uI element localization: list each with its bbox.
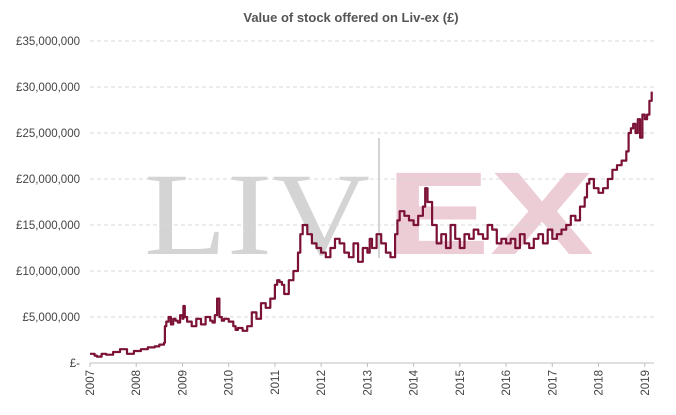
series-line-0 bbox=[90, 91, 653, 358]
watermark-divider bbox=[378, 138, 380, 258]
y-tick-label: £- bbox=[70, 358, 80, 370]
y-tick-label: £25,000,000 bbox=[16, 128, 80, 140]
watermark: LIV EX bbox=[144, 138, 594, 280]
x-tick-label: 2010 bbox=[224, 370, 236, 396]
y-tick-label: £10,000,000 bbox=[16, 266, 80, 278]
chart-title: Value of stock offered on Liv-ex (£) bbox=[243, 10, 458, 25]
y-tick-label: £20,000,000 bbox=[16, 174, 80, 186]
x-tick-label: 2015 bbox=[455, 370, 467, 396]
x-tick-label: 2018 bbox=[594, 370, 606, 396]
x-tick-label: 2014 bbox=[409, 369, 421, 395]
watermark-right-text: EX bbox=[386, 148, 594, 280]
y-tick-label: £35,000,000 bbox=[16, 36, 80, 48]
x-tick-label: 2012 bbox=[316, 370, 328, 396]
x-tick-label: 2007 bbox=[85, 370, 97, 396]
y-axis: £- £5,000,000 £10,000,000 £15,000,000 £20,00… bbox=[16, 36, 80, 370]
x-axis: 2007 2008 2009 2010 2011 2012 2013 2014 2015 2016… bbox=[85, 363, 652, 396]
y-tick-label: £5,000,000 bbox=[22, 312, 80, 324]
x-tick-label: 2011 bbox=[270, 370, 282, 395]
x-tick-label: 2019 bbox=[640, 370, 652, 396]
y-tick-label: £15,000,000 bbox=[16, 220, 80, 232]
x-tick-label: 2008 bbox=[131, 370, 143, 396]
x-tick-label: 2017 bbox=[547, 370, 559, 396]
x-tick-label: 2013 bbox=[362, 370, 374, 396]
watermark-left-text: LIV bbox=[144, 149, 370, 280]
grid-layer bbox=[90, 40, 654, 364]
series-layer bbox=[90, 91, 653, 358]
x-tick-label: 2016 bbox=[501, 370, 513, 396]
y-tick-label: £30,000,000 bbox=[16, 82, 80, 94]
x-tick-label: 2009 bbox=[177, 370, 189, 396]
